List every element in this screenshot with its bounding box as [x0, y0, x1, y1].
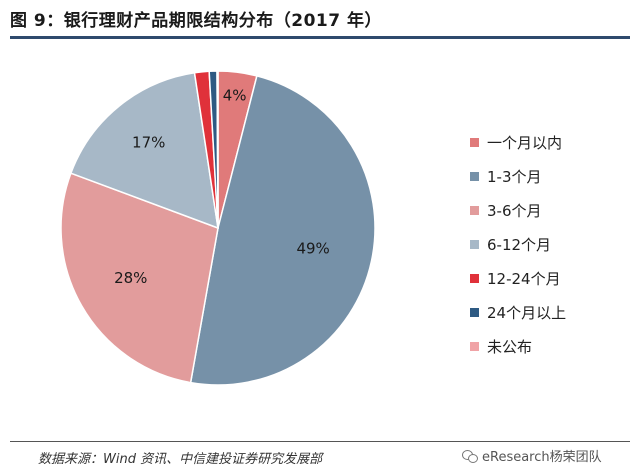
- legend-swatch: [470, 308, 479, 317]
- legend-item: 1-3个月: [470, 164, 635, 189]
- legend-swatch: [470, 206, 479, 215]
- legend-item: 3-6个月: [470, 198, 635, 223]
- legend-swatch: [470, 138, 479, 147]
- pie-chart: 4% 49% 28% 17%: [60, 70, 376, 386]
- legend-label: 24个月以上: [487, 304, 567, 322]
- pie-slice: [60, 172, 219, 384]
- source-note: 数据来源：Wind 资讯、中信建投证券研究发展部: [38, 452, 323, 467]
- legend-item: 未公布: [470, 334, 635, 359]
- title-rule: [10, 36, 630, 39]
- slice-data-label: 28%: [114, 269, 147, 287]
- slice-data-label: 49%: [296, 240, 329, 258]
- slice-data-label: 17%: [132, 134, 165, 152]
- pie-slice: [189, 74, 376, 386]
- watermark: eResearch杨荣团队: [462, 446, 602, 465]
- legend-swatch: [470, 342, 479, 351]
- chart-title: 图 9：银行理财产品期限结构分布（2017 年）: [10, 11, 382, 31]
- legend-label: 3-6个月: [487, 202, 542, 220]
- legend-item: 24个月以上: [470, 300, 635, 325]
- footer-rule: [10, 441, 630, 442]
- legend-swatch: [470, 240, 479, 249]
- legend-swatch: [470, 274, 479, 283]
- legend-label: 1-3个月: [487, 168, 542, 186]
- pie-slice: [69, 71, 219, 230]
- legend-label: 一个月以内: [487, 134, 563, 152]
- legend-item: 一个月以内: [470, 130, 635, 155]
- pie-slice: [216, 70, 219, 229]
- legend-item: 12-24个月: [470, 266, 635, 291]
- legend-label: 未公布: [487, 338, 533, 356]
- wechat-icon: [462, 449, 478, 463]
- legend-label: 6-12个月: [487, 236, 552, 254]
- slice-data-label: 4%: [223, 87, 247, 105]
- watermark-text: eResearch杨荣团队: [482, 450, 602, 465]
- legend-swatch: [470, 172, 479, 181]
- legend-item: 6-12个月: [470, 232, 635, 257]
- legend-label: 12-24个月: [487, 270, 561, 288]
- chart-legend: 一个月以内 1-3个月 3-6个月 6-12个月 12-24个月 24个月以上 未公布: [470, 130, 635, 368]
